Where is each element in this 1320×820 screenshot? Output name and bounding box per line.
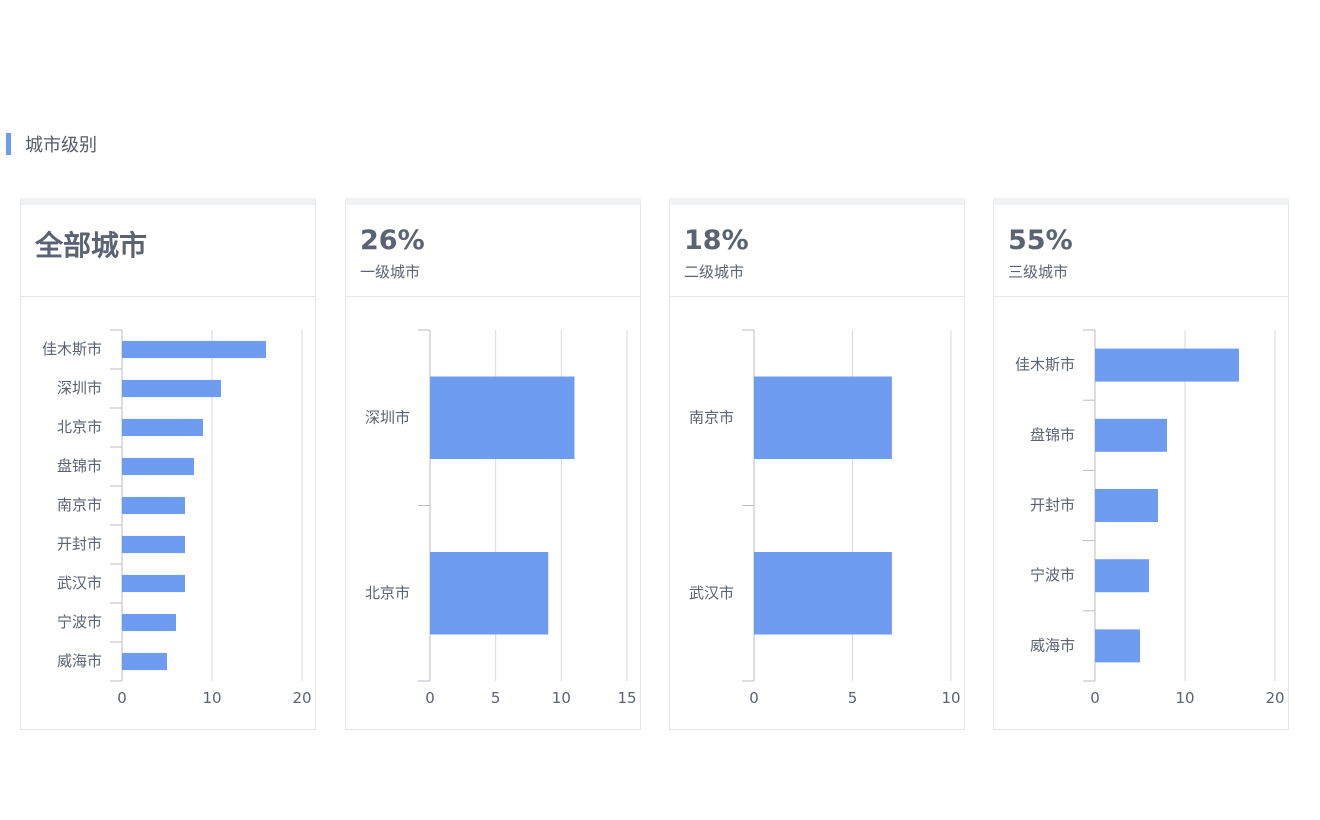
category-label: 南京市 — [57, 496, 102, 514]
category-label: 开封市 — [57, 535, 102, 553]
bar-盘锦市 — [122, 457, 194, 476]
category-label: 北京市 — [57, 418, 102, 436]
x-tick-label: 20 — [292, 689, 311, 707]
section-title: 城市级别 — [25, 135, 97, 156]
card-subtitle: 二级城市 — [684, 263, 745, 281]
category-label: 武汉市 — [689, 584, 734, 602]
x-tick-label: 10 — [552, 689, 571, 707]
card-subtitle: 一级城市 — [360, 263, 421, 281]
category-label: 佳木斯市 — [42, 340, 102, 358]
bar-南京市 — [122, 496, 185, 515]
category-label: 佳木斯市 — [1015, 356, 1075, 374]
bar-北京市 — [430, 552, 549, 635]
card-percentage: 18% — [684, 225, 749, 256]
x-tick-label: 20 — [1265, 689, 1284, 707]
category-label: 深圳市 — [57, 379, 102, 397]
bar-武汉市 — [754, 552, 892, 635]
card-header: 55% 三级城市 — [994, 205, 1288, 297]
bar-威海市 — [1095, 629, 1140, 663]
x-tick-label: 5 — [491, 689, 501, 707]
bar-南京市 — [754, 376, 892, 459]
bar-北京市 — [122, 418, 203, 437]
card-tier2: 18% 二级城市 南京市武汉市 0 5 10 — [669, 198, 965, 730]
bar-宁波市 — [1095, 559, 1149, 593]
card-header: 26% 一级城市 — [346, 205, 640, 297]
category-label: 宁波市 — [1030, 566, 1075, 584]
category-label: 宁波市 — [57, 613, 102, 631]
bar-深圳市 — [430, 376, 575, 459]
card-title: 全部城市 — [35, 229, 148, 262]
bar-开封市 — [1095, 489, 1158, 522]
card-tier1: 26% 一级城市 深圳市北京市 0 5 10 15 — [345, 198, 641, 730]
card-header: 全部城市 — [21, 205, 315, 297]
x-tick-label: 10 — [1175, 689, 1194, 707]
category-label: 盘锦市 — [1030, 426, 1075, 444]
section-accent-bar — [6, 133, 11, 155]
bar-佳木斯市 — [122, 340, 266, 359]
bar-威海市 — [122, 652, 167, 671]
x-tick-label: 15 — [617, 689, 636, 707]
x-tick-label: 0 — [749, 689, 759, 707]
x-tick-label: 0 — [425, 689, 435, 707]
bar-佳木斯市 — [1095, 348, 1239, 382]
category-label: 南京市 — [689, 408, 734, 426]
category-label: 开封市 — [1030, 496, 1075, 514]
category-label: 威海市 — [1030, 636, 1075, 654]
x-tick-label: 10 — [202, 689, 221, 707]
card-header: 18% 二级城市 — [670, 205, 964, 297]
bar-宁波市 — [122, 613, 176, 632]
bar-武汉市 — [122, 574, 185, 593]
card-percentage: 26% — [360, 225, 425, 256]
card-all-cities: 全部城市 佳木斯市深圳市北京市盘锦市南京市开封市武汉市宁波市威海市 0 10 20 — [20, 198, 316, 730]
section-header: 城市级别 — [6, 133, 97, 156]
category-label: 北京市 — [365, 584, 410, 602]
bar-盘锦市 — [1095, 418, 1167, 452]
category-label: 威海市 — [57, 652, 102, 670]
card-tier3: 55% 三级城市 佳木斯市盘锦市开封市宁波市威海市 0 10 20 — [993, 198, 1289, 730]
card-percentage: 55% — [1008, 225, 1073, 256]
category-label: 深圳市 — [365, 408, 410, 426]
bar-深圳市 — [122, 379, 221, 398]
x-tick-label: 0 — [117, 689, 127, 707]
x-tick-label: 0 — [1090, 689, 1100, 707]
category-label: 盘锦市 — [57, 457, 102, 475]
bar-开封市 — [122, 535, 185, 554]
x-tick-label: 5 — [848, 689, 858, 707]
category-label: 武汉市 — [57, 574, 102, 592]
card-subtitle: 三级城市 — [1008, 263, 1069, 281]
x-tick-label: 10 — [941, 689, 960, 707]
